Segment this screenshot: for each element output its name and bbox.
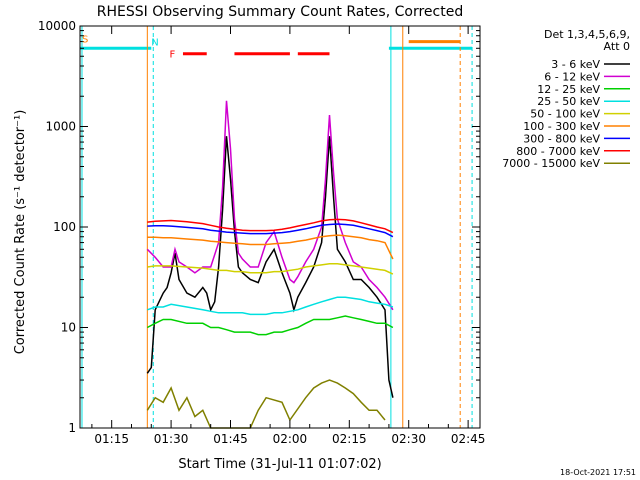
x-tick-label-3: 02:00 — [273, 432, 308, 446]
series-line-4 — [147, 263, 394, 275]
series-line-0 — [146, 136, 394, 398]
legend-label-5: 100 - 300 keV — [523, 120, 600, 133]
y-axis-label: Corrected Count Rate (s⁻¹ detector⁻¹) — [13, 110, 28, 355]
markers-layer: S N F — [82, 35, 176, 61]
series-line-3 — [147, 296, 394, 316]
y-tick-label-1: 10 — [61, 321, 76, 335]
x-tick-label-0: 01:15 — [94, 432, 129, 446]
x-tick-label-1: 01:30 — [154, 432, 189, 446]
legend-header-line-2: Att 0 — [604, 40, 630, 53]
chart-title: RHESSI Observing Summary Count Rates, Co… — [97, 4, 463, 20]
legend-label-3: 25 - 50 keV — [537, 95, 600, 108]
y-tick-label-0: 1 — [68, 421, 76, 435]
x-tick-label-2: 01:45 — [213, 432, 248, 446]
legend-label-4: 50 - 100 keV — [530, 108, 600, 121]
legend-label-1: 6 - 12 keV — [544, 70, 600, 83]
legend-header-line-1: Det 1,3,4,5,6,9, — [544, 28, 630, 41]
series-line-6 — [147, 223, 394, 238]
series-line-7 — [147, 218, 394, 234]
x-axis-label: Start Time (31-Jul-11 01:07:02) — [178, 457, 381, 472]
legend-label-0: 3 - 6 keV — [551, 58, 600, 71]
footer-timestamp: 18-Oct-2021 17:51 — [560, 468, 636, 477]
legend-label-6: 300 - 800 keV — [523, 132, 600, 145]
marker-label-1: N — [151, 38, 158, 49]
series-line-8 — [146, 379, 386, 429]
legend-label-7: 800 - 7000 keV — [516, 145, 600, 158]
y-tick-label-2: 100 — [53, 220, 76, 234]
vertical-lines-layer — [81, 26, 473, 428]
x-tick-label-6: 02:45 — [451, 432, 486, 446]
marker-label-0: S — [82, 35, 88, 46]
x-tick-label-4: 02:15 — [332, 432, 367, 446]
x-tick-label-5: 02:30 — [391, 432, 426, 446]
marker-label-2: F — [170, 50, 176, 61]
series-line-1 — [146, 100, 394, 311]
legend-label-8: 7000 - 15000 keV — [502, 157, 600, 170]
series-line-2 — [146, 315, 394, 336]
axis-layer: 01:15 01:30 01:45 02:00 02:15 02:30 02:45 1 10 10… — [38, 19, 486, 446]
y-tick-label-4: 10000 — [38, 19, 76, 33]
series-line-5 — [147, 234, 394, 260]
series-layer — [146, 100, 394, 429]
y-tick-label-3: 1000 — [45, 120, 76, 134]
legend-label-2: 12 - 25 keV — [537, 83, 600, 96]
